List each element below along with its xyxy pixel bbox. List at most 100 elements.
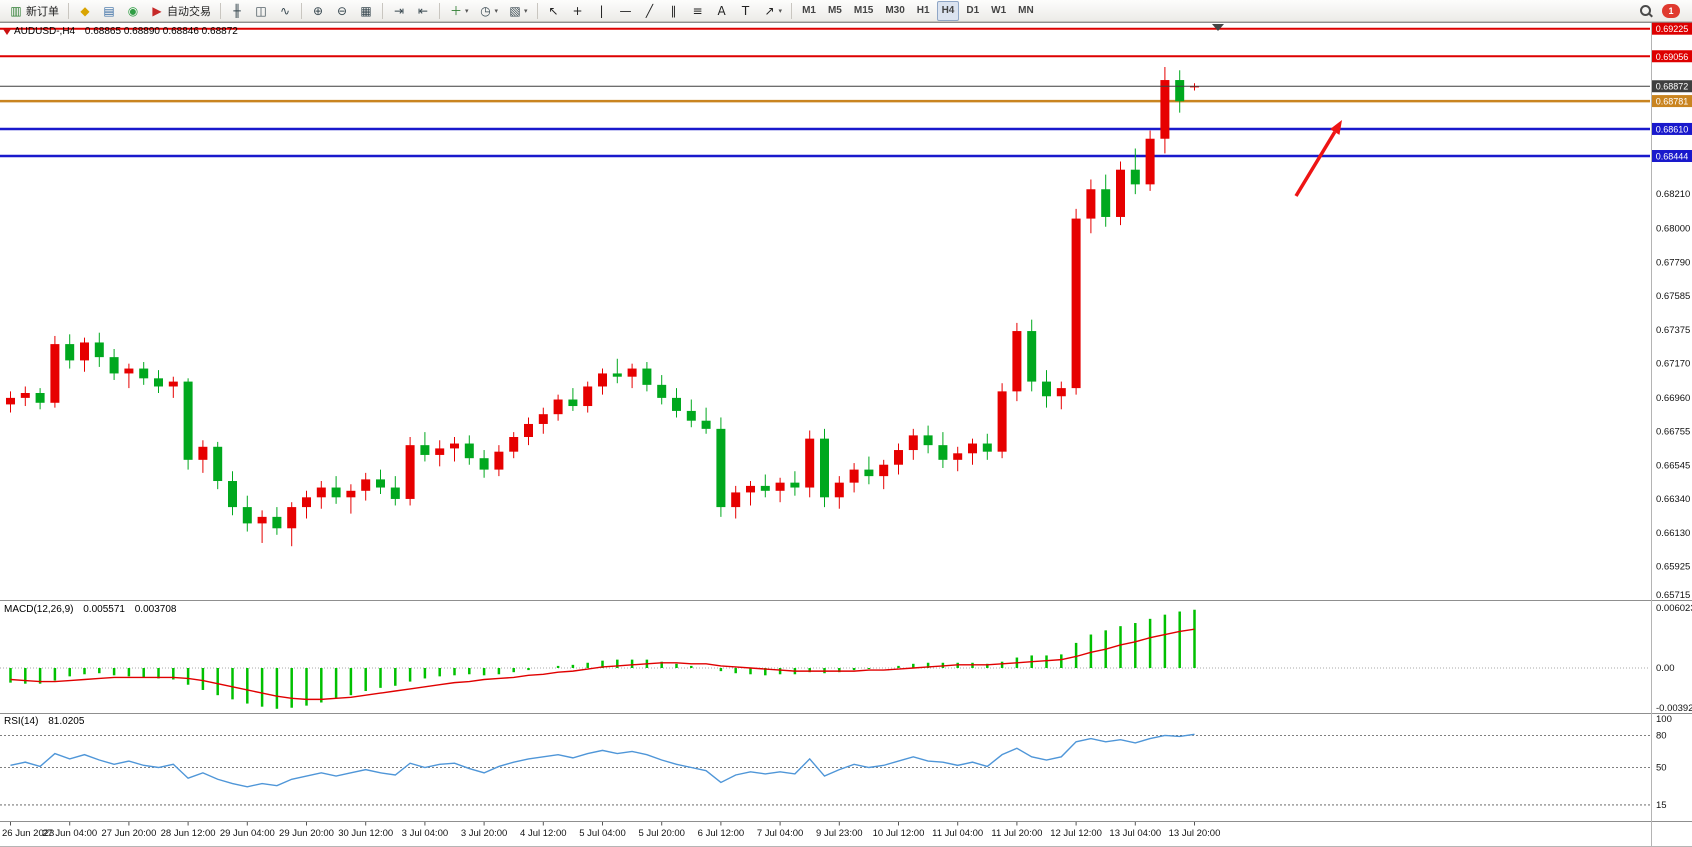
rsi-value: 81.0205 bbox=[48, 716, 85, 727]
macd-main-value: 0.005571 bbox=[83, 604, 125, 615]
toolbar-separator bbox=[382, 2, 383, 19]
svg-text:9 Jul 23:00: 9 Jul 23:00 bbox=[816, 828, 862, 839]
periods-button[interactable]: ◷ ▾ bbox=[475, 1, 503, 21]
chart-shift-icon: ⇤ bbox=[417, 3, 429, 18]
svg-text:5 Jul 20:00: 5 Jul 20:00 bbox=[638, 828, 684, 839]
svg-text:0.65715: 0.65715 bbox=[1656, 590, 1690, 601]
svg-text:29 Jun 20:00: 29 Jun 20:00 bbox=[279, 828, 334, 839]
autotrading-icon: ▶ bbox=[152, 3, 162, 18]
symbol-info: AUDUSD-,H4 0.68865 0.68890 0.68846 0.688… bbox=[14, 26, 238, 37]
community-icon: ◉ bbox=[127, 3, 139, 18]
cursor-icon: ↖ bbox=[548, 3, 559, 18]
svg-text:0.68610: 0.68610 bbox=[1656, 124, 1689, 134]
trendline-button[interactable]: ╱ bbox=[639, 1, 661, 21]
tile-windows-icon: ▦ bbox=[360, 3, 372, 18]
cursor-button[interactable]: ↖ bbox=[543, 1, 565, 21]
svg-text:0.00: 0.00 bbox=[1656, 663, 1675, 674]
print-button[interactable]: ▤ bbox=[98, 1, 120, 21]
text-button[interactable]: A bbox=[711, 1, 733, 21]
tf-d1-button[interactable]: D1 bbox=[961, 1, 984, 21]
auto-scroll-button[interactable]: ⇥ bbox=[388, 1, 410, 21]
svg-text:0.67790: 0.67790 bbox=[1656, 258, 1690, 269]
one-click-trading-toggle[interactable] bbox=[3, 29, 11, 35]
caret-down-icon: ▾ bbox=[494, 6, 499, 15]
svg-text:-0.003921: -0.003921 bbox=[1656, 703, 1692, 714]
tf-h4-button[interactable]: H4 bbox=[936, 0, 960, 21]
svg-text:0.66960: 0.66960 bbox=[1656, 393, 1690, 404]
tf-m5-button[interactable]: M5 bbox=[823, 1, 847, 21]
candlestick-icon: ◫ bbox=[255, 3, 267, 18]
tf-mn-button-label: MN bbox=[1018, 5, 1034, 16]
svg-text:0.68210: 0.68210 bbox=[1656, 189, 1690, 200]
zoom-out-button[interactable]: ⊖ bbox=[331, 1, 353, 21]
arrows-button[interactable]: ↗ ▾ bbox=[759, 1, 787, 21]
svg-text:0.66340: 0.66340 bbox=[1656, 494, 1690, 505]
horizontal-line-button[interactable]: — bbox=[615, 1, 637, 21]
channel-button[interactable]: ∥ bbox=[663, 1, 685, 21]
chart-shift-button[interactable]: ⇤ bbox=[412, 1, 434, 21]
svg-text:12 Jul 12:00: 12 Jul 12:00 bbox=[1050, 828, 1102, 839]
ohlc-values: 0.68865 0.68890 0.68846 0.68872 bbox=[84, 26, 238, 37]
tf-w1-button[interactable]: W1 bbox=[986, 1, 1011, 21]
panel-borders bbox=[0, 22, 1692, 846]
svg-text:0.68444: 0.68444 bbox=[1656, 152, 1689, 162]
search-icon[interactable] bbox=[1639, 4, 1653, 18]
toolbar-group-chart-type: ╫ ◫ ∿ bbox=[225, 1, 297, 21]
tf-m30-button[interactable]: M30 bbox=[880, 1, 909, 21]
autotrading-button-label: 自动交易 bbox=[167, 5, 211, 18]
tile-windows-button[interactable]: ▦ bbox=[355, 1, 377, 21]
toolbar-group-zoom: ⊕ ⊖ ▦ bbox=[306, 1, 378, 21]
templates-button[interactable]: ▧ ▾ bbox=[504, 1, 532, 21]
price-axis: 0.68210 0.68000 0.67790 0.67585 0.67375 0.671… bbox=[1656, 189, 1690, 601]
svg-text:0.69225: 0.69225 bbox=[1656, 24, 1689, 34]
toolbar-separator bbox=[301, 2, 302, 19]
svg-text:50: 50 bbox=[1656, 763, 1667, 774]
svg-text:100: 100 bbox=[1656, 714, 1672, 725]
tf-mn-button[interactable]: MN bbox=[1013, 1, 1039, 21]
svg-text:27 Jun 20:00: 27 Jun 20:00 bbox=[101, 828, 156, 839]
crosshair-button[interactable]: + bbox=[567, 1, 589, 21]
metaeditor-button[interactable]: ◆ bbox=[74, 1, 96, 21]
toolbar-group-timeframes: M1 M5 M15 M30 H1 H4 D1 W1 MN bbox=[796, 0, 1040, 21]
tf-h1-button[interactable]: H1 bbox=[912, 1, 935, 21]
svg-text:0.69056: 0.69056 bbox=[1656, 52, 1689, 62]
toolbar-right: 1 bbox=[1639, 3, 1688, 18]
tf-m15-button[interactable]: M15 bbox=[849, 1, 878, 21]
new-order-icon: ▥ bbox=[10, 3, 22, 18]
toolbar-group-scroll: ⇥ ⇤ bbox=[387, 1, 435, 21]
toolbar-group-drawing: ↖ + | — ╱ ∥ ≡ A T ↗ ▾ bbox=[542, 1, 788, 21]
chart-shift-marker bbox=[1212, 24, 1224, 31]
svg-text:13 Jul 20:00: 13 Jul 20:00 bbox=[1169, 828, 1221, 839]
fibonacci-button[interactable]: ≡ bbox=[687, 1, 709, 21]
svg-text:30 Jun 12:00: 30 Jun 12:00 bbox=[338, 828, 393, 839]
line-chart-button[interactable]: ∿ bbox=[274, 1, 296, 21]
svg-text:10 Jul 12:00: 10 Jul 12:00 bbox=[873, 828, 925, 839]
zoom-in-button[interactable]: ⊕ bbox=[307, 1, 329, 21]
vertical-line-button[interactable]: | bbox=[591, 1, 613, 21]
candles-layer bbox=[6, 67, 1199, 547]
candlestick-button[interactable]: ◫ bbox=[250, 1, 272, 21]
indicators-button[interactable]: ＋ ▾ bbox=[445, 1, 473, 21]
notification-badge[interactable]: 1 bbox=[1662, 3, 1680, 18]
community-button[interactable]: ◉ bbox=[122, 1, 144, 21]
rsi-layer: 100 80 50 15 bbox=[0, 714, 1672, 811]
fibonacci-icon: ≡ bbox=[692, 3, 703, 18]
autotrading-button[interactable]: ▶ 自动交易 bbox=[146, 1, 215, 21]
tf-m1-button[interactable]: M1 bbox=[797, 1, 821, 21]
new-order-button[interactable]: ▥ 新订单 bbox=[5, 1, 63, 21]
svg-text:11 Jul 20:00: 11 Jul 20:00 bbox=[991, 828, 1042, 839]
toolbar-group-trade: ▥ 新订单 bbox=[4, 1, 64, 21]
arrow-annotation bbox=[1294, 120, 1342, 197]
zoom-in-icon: ⊕ bbox=[312, 3, 324, 18]
toolbar-separator bbox=[220, 2, 221, 19]
svg-text:0.006023: 0.006023 bbox=[1656, 603, 1692, 614]
caret-down-icon: ▾ bbox=[524, 6, 528, 15]
line-chart-icon: ∿ bbox=[279, 3, 291, 18]
svg-text:13 Jul 04:00: 13 Jul 04:00 bbox=[1109, 828, 1161, 839]
text-label-button[interactable]: T bbox=[735, 1, 757, 21]
bar-chart-button[interactable]: ╫ bbox=[226, 1, 248, 21]
svg-text:3 Jul 04:00: 3 Jul 04:00 bbox=[402, 828, 448, 839]
